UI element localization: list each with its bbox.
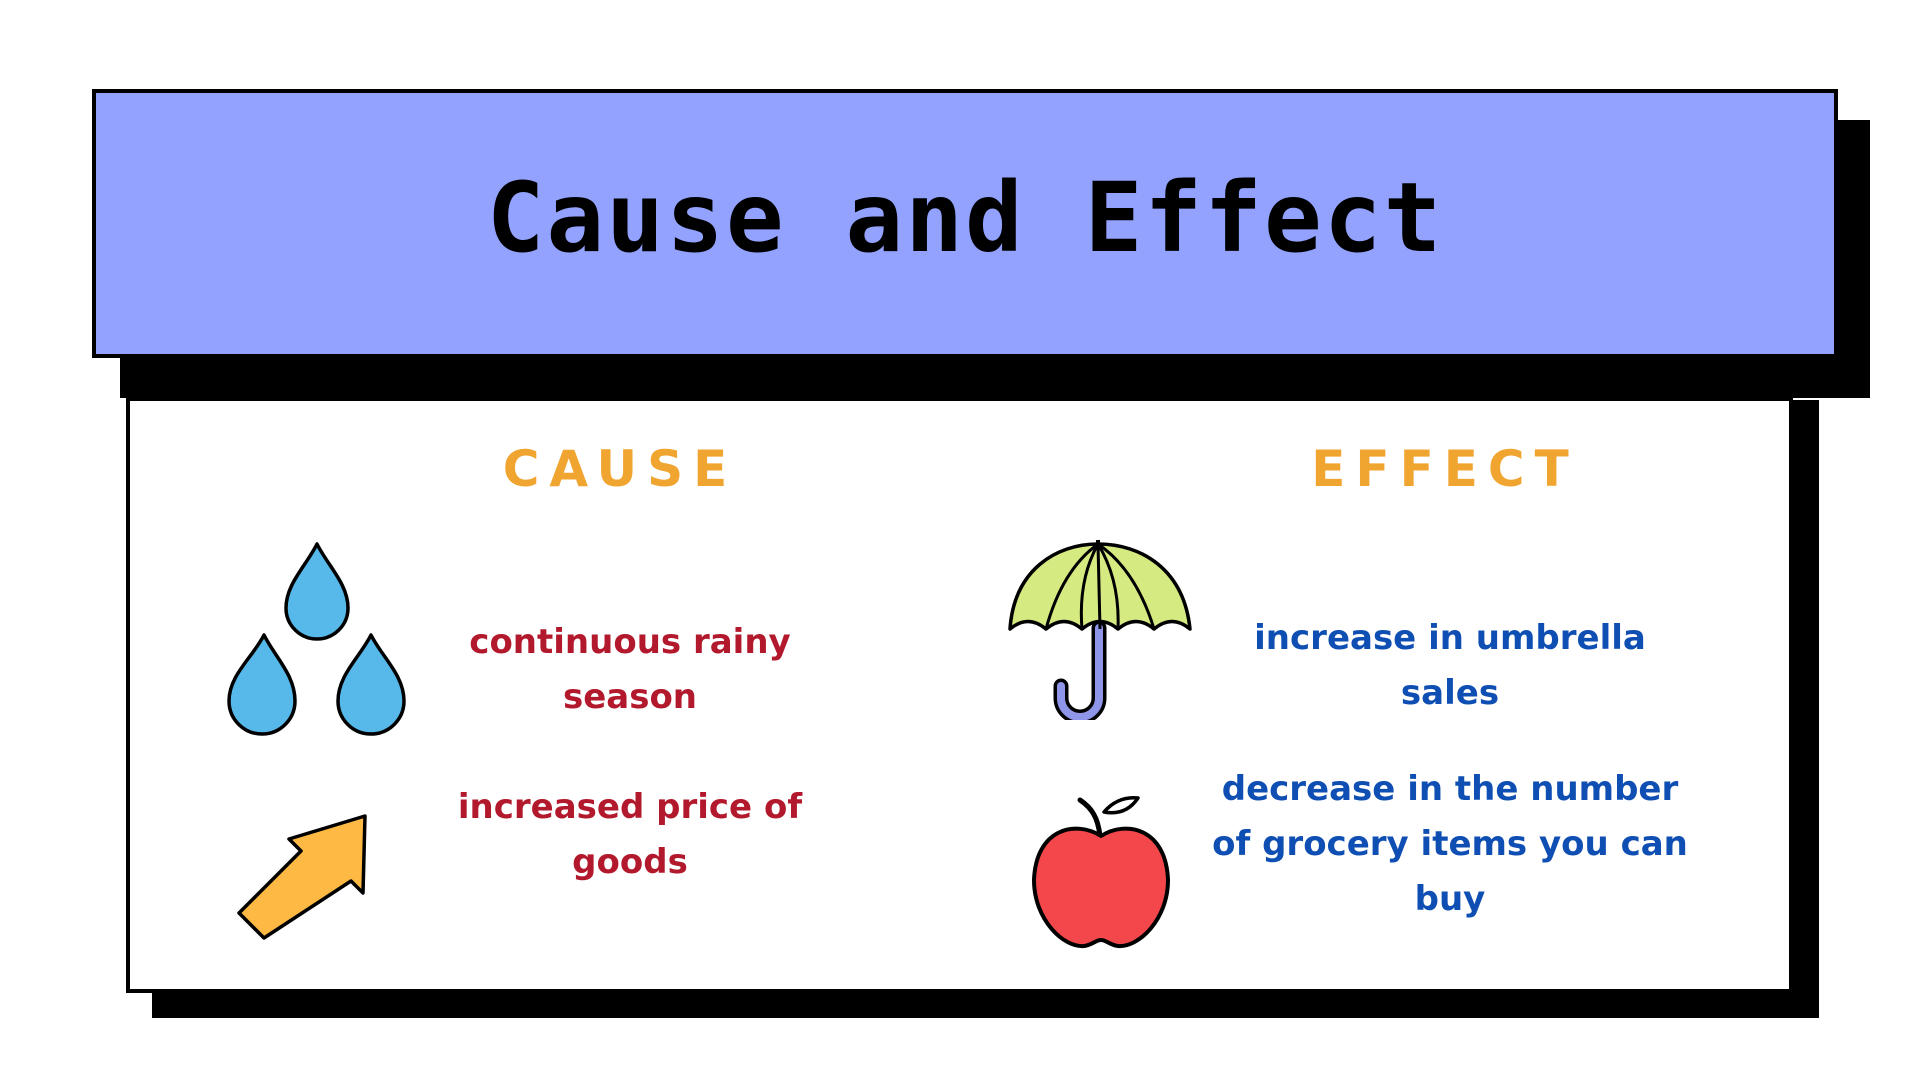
effect-item-2-text: decrease in the number of grocery items … [1212, 769, 1688, 919]
effect-item-1-text: increase in umbrella sales [1254, 618, 1646, 713]
cause-heading: CAUSE [502, 440, 738, 498]
umbrella-icon [1006, 540, 1202, 720]
up-arrow-icon [236, 810, 372, 940]
raindrops-icon [224, 540, 412, 740]
apple-icon [1026, 772, 1176, 952]
title-banner: Cause and Effect [92, 89, 1838, 358]
cause-item-2-text: increased price of goods [457, 787, 803, 882]
effect-heading: EFFECT [1311, 440, 1579, 498]
cause-item-1-text: continuous rainy season [469, 622, 791, 717]
page-title: Cause and Effect [486, 161, 1444, 274]
